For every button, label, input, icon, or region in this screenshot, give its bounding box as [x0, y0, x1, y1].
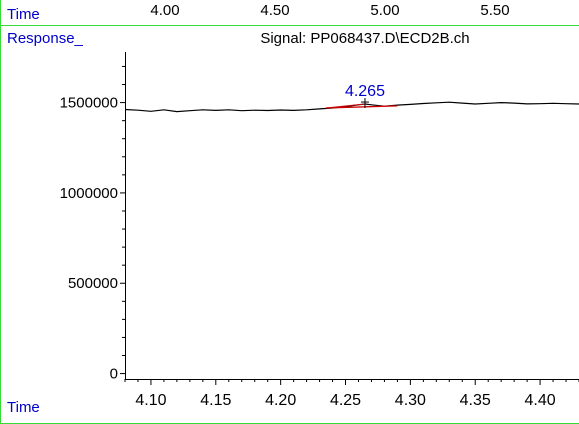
y-tick-label: 500000 [68, 275, 118, 292]
peak-annotation: 4.265 [326, 83, 398, 109]
peak-baseline-top [326, 103, 366, 109]
top-tick-label: 5.50 [480, 2, 509, 19]
top-axis-ticks: 4.00 4.50 5.00 5.50 [150, 2, 509, 19]
y-tick-label: 1000000 [60, 185, 118, 202]
chart-title: Signal: PP068437.D\ECD2B.ch [260, 30, 469, 47]
x-axis-label: Time [7, 399, 40, 416]
y-tick-label: 0 [110, 366, 118, 383]
peak-baseline [326, 105, 398, 109]
x-tick-label: 4.25 [330, 392, 361, 409]
x-tick-label: 4.40 [525, 392, 556, 409]
y-axis-label: Response_ [7, 30, 84, 47]
y-tick-label: 1500000 [60, 95, 118, 112]
x-tick-label: 4.35 [460, 392, 491, 409]
x-tick-label: 4.15 [200, 392, 231, 409]
x-tick-label: 4.20 [265, 392, 296, 409]
top-tick-label: 4.50 [260, 2, 289, 19]
x-tick-label: 4.10 [135, 392, 166, 409]
peak-label: 4.265 [345, 83, 385, 100]
top-axis-label: Time [7, 6, 40, 23]
x-axis-ticks: 4.10 4.15 4.20 4.25 4.30 4.35 4.40 [124, 379, 579, 409]
top-tick-label: 5.00 [370, 2, 399, 19]
y-axis-ticks: 0 500000 1000000 1500000 [60, 65, 125, 383]
top-tick-label: 4.00 [150, 2, 179, 19]
x-tick-label: 4.30 [395, 392, 426, 409]
